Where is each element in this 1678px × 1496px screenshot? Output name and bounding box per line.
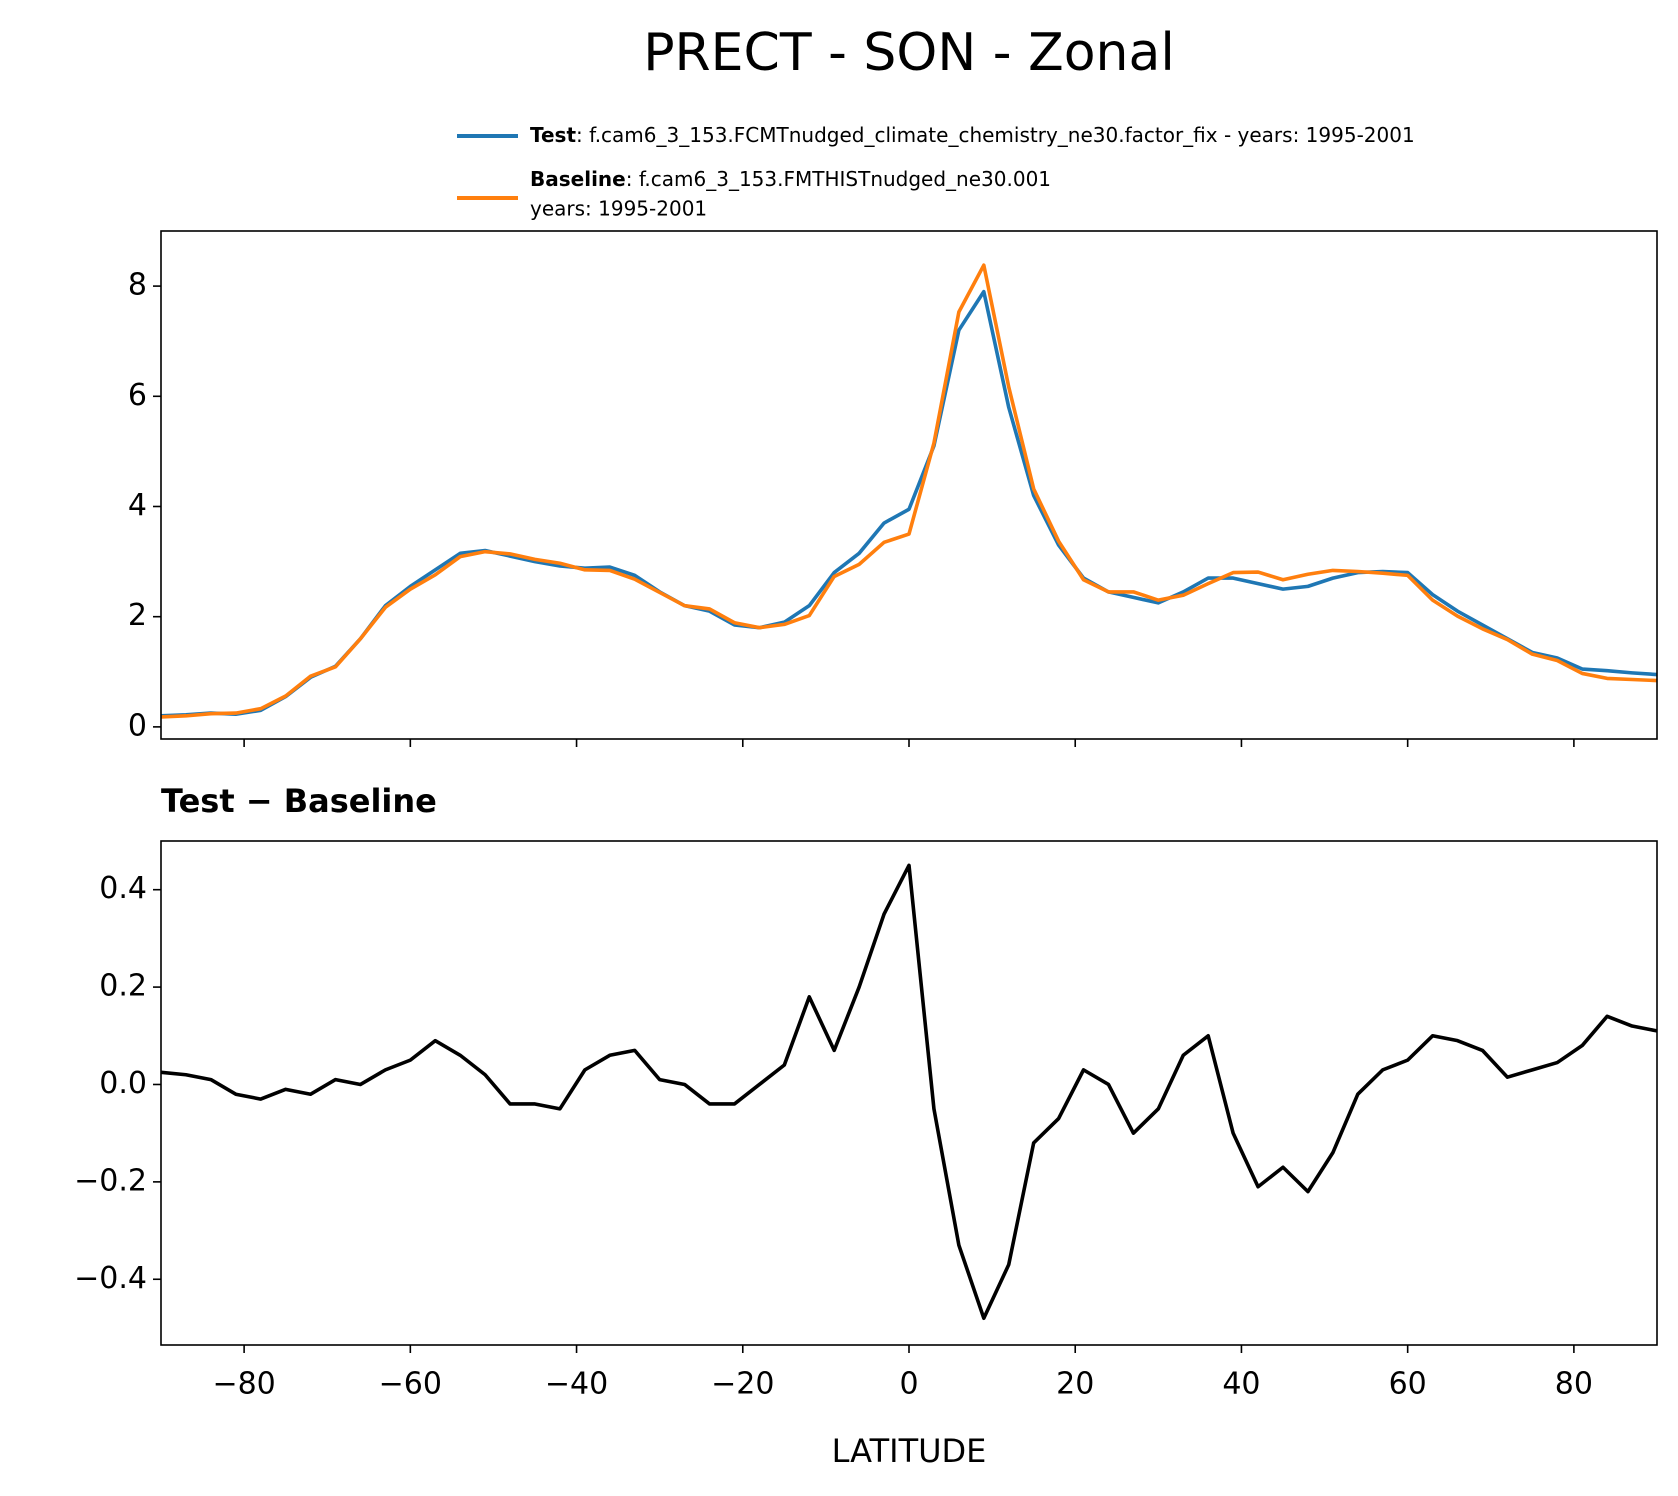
legend-name: Baseline (530, 167, 626, 191)
figure-title: PRECT - SON - Zonal (643, 23, 1175, 83)
y-tick-label: 6 (128, 378, 147, 413)
x-tick-label: 20 (1056, 1367, 1094, 1402)
legend-label: Baseline: f.cam6_3_153.FMTHISTnudged_ne3… (530, 167, 1051, 191)
y-tick-label: 8 (128, 268, 147, 303)
y-tick-label: 0.4 (99, 871, 147, 906)
y-tick-label: 2 (128, 598, 147, 633)
legend-description: : f.cam6_3_153.FCMTnudged_climate_chemis… (576, 123, 1415, 147)
legend-description: : f.cam6_3_153.FMTHISTnudged_ne30.001 (626, 167, 1051, 191)
y-tick-label: −0.2 (74, 1163, 147, 1198)
axes-frame (160, 840, 1658, 1346)
data-line (161, 289, 1657, 718)
x-tick-label: −60 (379, 1367, 442, 1402)
x-tick-label: −40 (545, 1367, 608, 1402)
legend-description: years: 1995-2001 (530, 197, 707, 221)
data-line (161, 263, 1657, 719)
x-tick-label: −20 (711, 1367, 774, 1402)
panel-title: Test − Baseline (161, 782, 437, 820)
x-tick-label: 40 (1222, 1367, 1260, 1402)
x-tick-label: −80 (212, 1367, 275, 1402)
x-axis-label: LATITUDE (832, 1432, 987, 1470)
legend-label: Test: f.cam6_3_153.FCMTnudged_climate_ch… (530, 123, 1415, 147)
data-line (161, 863, 1657, 1321)
legend-name: Test (530, 123, 576, 147)
y-tick-label: 0.0 (99, 1066, 147, 1101)
y-tick-label: 0 (128, 708, 147, 743)
y-tick-label: −0.4 (74, 1261, 147, 1296)
x-tick-label: 60 (1389, 1367, 1427, 1402)
x-tick-label: 0 (899, 1367, 918, 1402)
x-tick-label: 80 (1555, 1367, 1593, 1402)
y-tick-label: 0.2 (99, 969, 147, 1004)
y-tick-label: 4 (128, 488, 147, 523)
axes-frame (160, 230, 1658, 740)
